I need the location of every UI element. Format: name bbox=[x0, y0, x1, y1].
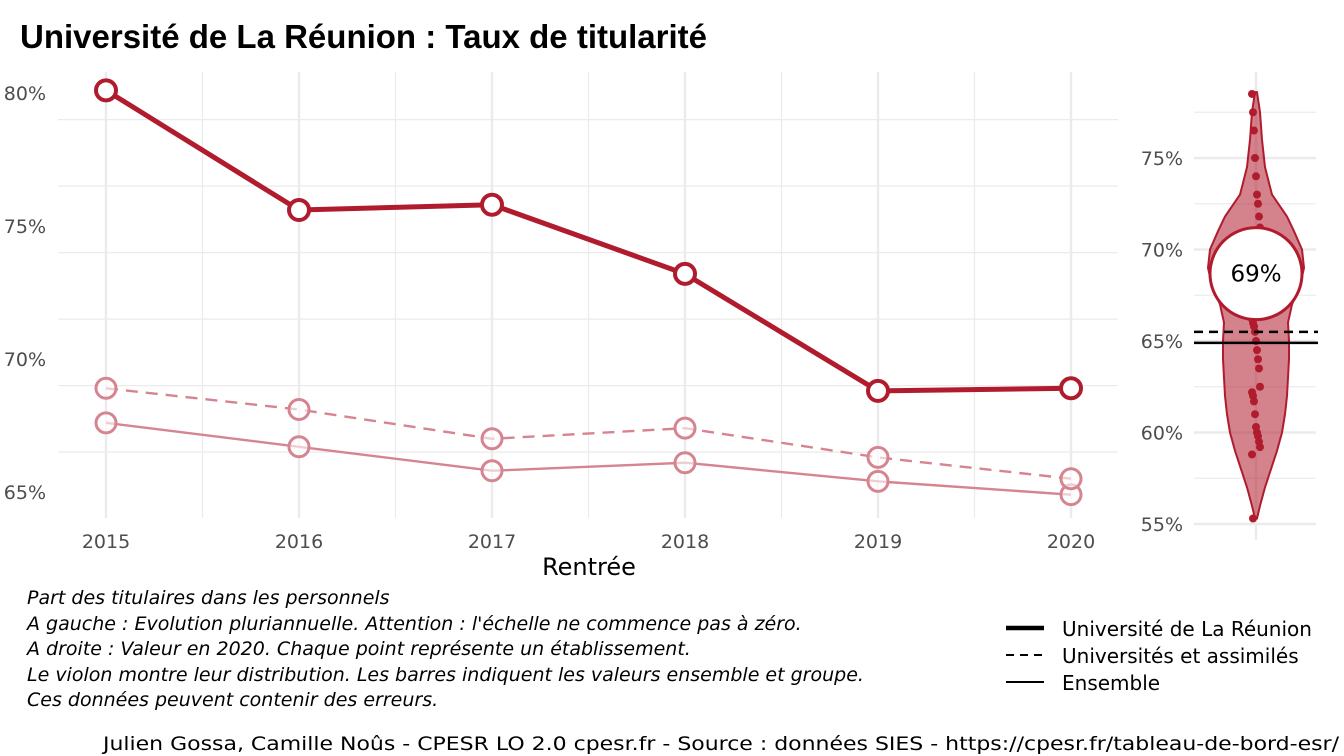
violin-point bbox=[1255, 364, 1263, 373]
y-tick-label: 60% bbox=[1141, 423, 1183, 445]
y-tick-label: 65% bbox=[4, 482, 46, 504]
violin-point bbox=[1256, 443, 1264, 452]
note-line: A gauche : Evolution pluriannuelle. Atte… bbox=[25, 613, 802, 635]
y-tick-label: 80% bbox=[4, 83, 46, 105]
series-point bbox=[480, 427, 504, 451]
note-line: Le violon montre leur distribution. Les … bbox=[27, 664, 864, 686]
series-point bbox=[866, 445, 890, 469]
violin-point bbox=[1251, 410, 1259, 419]
violin-point bbox=[1253, 346, 1261, 355]
left-gridlines bbox=[58, 72, 1118, 518]
series-point bbox=[287, 398, 311, 422]
reference-lines bbox=[1194, 330, 1318, 345]
y-tick-label: 65% bbox=[1141, 331, 1183, 353]
y-tick-label: 75% bbox=[4, 216, 46, 238]
series-line-universites-assimiles bbox=[105, 387, 1072, 480]
series-point bbox=[287, 435, 311, 459]
series-point bbox=[866, 378, 890, 403]
left-y-tick-labels: 65% 70% 75% 80% bbox=[4, 83, 46, 504]
y-tick-label: 70% bbox=[4, 349, 46, 371]
violin-panel: 55% 60% 65% 70% 75% 69% bbox=[1141, 72, 1318, 540]
x-axis-title: Rentrée bbox=[542, 553, 636, 581]
x-tick-label: 2015 bbox=[82, 531, 130, 553]
series-point bbox=[94, 411, 118, 435]
left-x-tick-labels: 2015 2016 2017 2018 2019 2020 bbox=[82, 531, 1095, 553]
series-point bbox=[866, 469, 890, 493]
highlight-label: 69% bbox=[1230, 262, 1281, 288]
y-tick-label: 70% bbox=[1141, 240, 1183, 262]
legend-label: Universités et assimilés bbox=[1062, 644, 1299, 668]
x-tick-label: 2020 bbox=[1047, 531, 1095, 553]
series-point bbox=[673, 261, 697, 286]
series-point bbox=[480, 459, 504, 483]
note-line: Ces données peuvent contenir des erreurs… bbox=[27, 689, 438, 711]
violin-point bbox=[1248, 450, 1256, 459]
violin-point bbox=[1253, 190, 1261, 199]
legend: Université de La Réunion Universités et … bbox=[1006, 617, 1312, 695]
violin-point bbox=[1256, 382, 1264, 391]
violin-point bbox=[1250, 126, 1258, 135]
left-series bbox=[94, 78, 1083, 507]
series-line-universite bbox=[104, 88, 1072, 394]
violin-point bbox=[1254, 355, 1262, 364]
note-line: Part des titulaires dans les personnels bbox=[27, 587, 390, 609]
series-point bbox=[673, 451, 697, 475]
notes: Part des titulaires dans les personnels … bbox=[25, 587, 864, 711]
series-point bbox=[94, 78, 118, 103]
y-tick-label: 55% bbox=[1141, 514, 1183, 536]
legend-label: Ensemble bbox=[1062, 671, 1160, 695]
violin-point bbox=[1249, 514, 1257, 523]
y-tick-label: 75% bbox=[1141, 148, 1183, 170]
legend-label: Université de La Réunion bbox=[1062, 617, 1312, 641]
series-point bbox=[94, 376, 118, 400]
series-point bbox=[673, 416, 697, 440]
violin-point bbox=[1249, 108, 1257, 117]
violin-point bbox=[1254, 199, 1262, 208]
series-point bbox=[1059, 376, 1083, 401]
x-tick-label: 2018 bbox=[661, 531, 709, 553]
chart-title: Université de La Réunion : Taux de titul… bbox=[20, 18, 707, 55]
violin-point bbox=[1251, 154, 1259, 162]
line-chart-panel: 65% 70% 75% 80% 2015 2016 2017 2018 2019 2020 Re… bbox=[4, 72, 1118, 581]
series-point bbox=[1059, 467, 1083, 491]
series-point bbox=[480, 192, 504, 217]
violin-point bbox=[1250, 397, 1258, 406]
series-line-ensemble bbox=[105, 421, 1072, 496]
right-y-tick-labels: 55% 60% 65% 70% 75% bbox=[1141, 148, 1183, 536]
series-point bbox=[287, 198, 311, 223]
note-line: A droite : Valeur en 2020. Chaque point … bbox=[25, 638, 691, 660]
highlight-bubble bbox=[1208, 226, 1304, 322]
violin-point bbox=[1252, 172, 1260, 181]
x-tick-label: 2019 bbox=[854, 531, 902, 553]
x-tick-label: 2017 bbox=[468, 531, 516, 553]
violin-point bbox=[1255, 212, 1263, 221]
violin-point bbox=[1248, 89, 1256, 98]
x-tick-label: 2016 bbox=[275, 531, 323, 553]
caption: Julien Gossa, Camille Noûs - CPESR LO 2.… bbox=[102, 733, 1340, 755]
